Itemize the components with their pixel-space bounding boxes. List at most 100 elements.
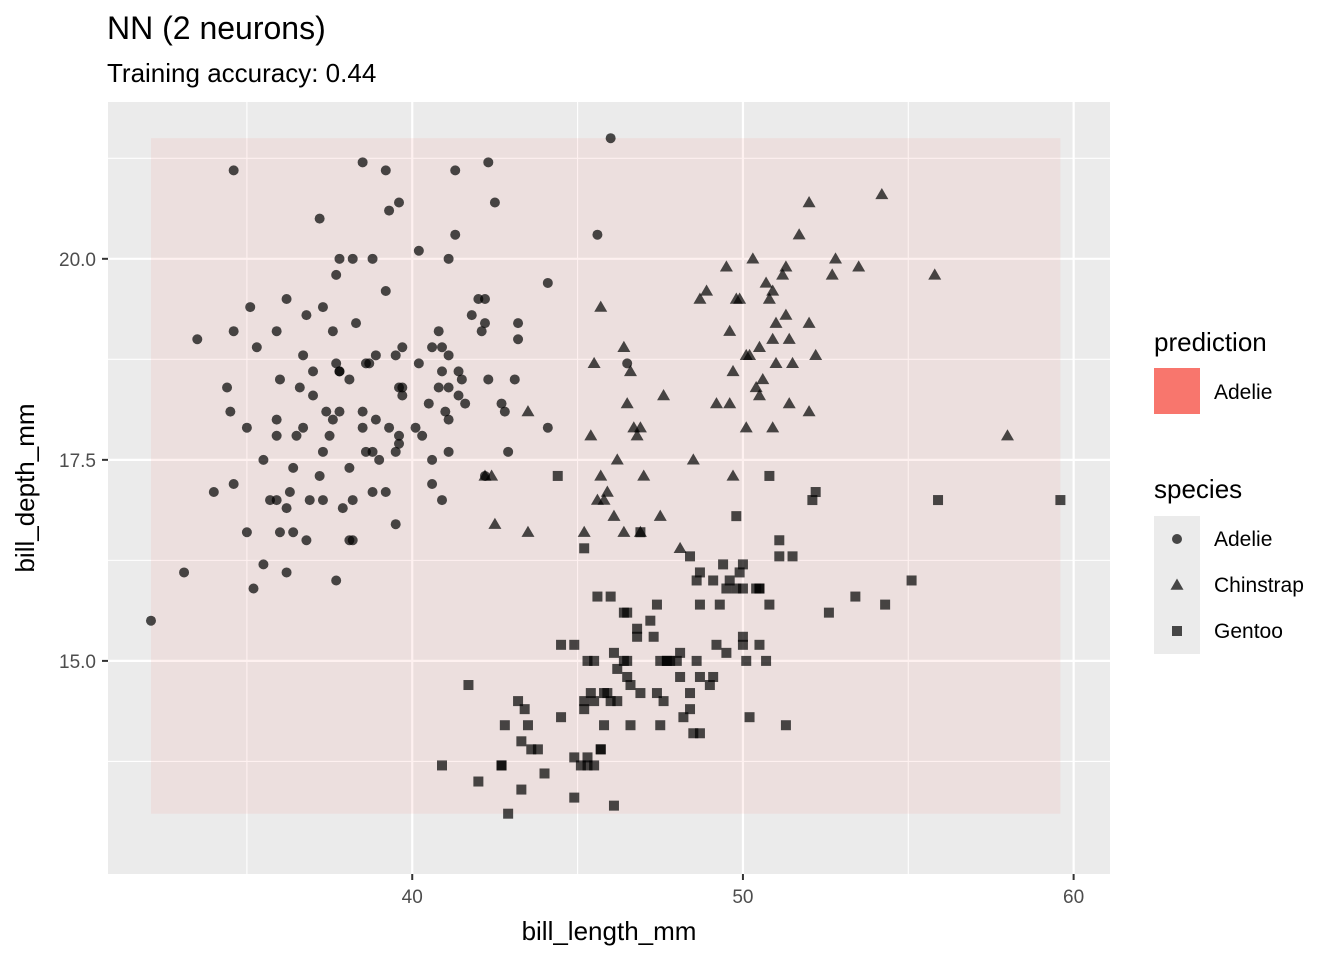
adelie-point [479,318,490,329]
gentoo-point [595,744,606,755]
gentoo-point [850,591,861,602]
gentoo-point [754,583,765,594]
chinstrap-point [769,316,783,328]
y-tick-label: 20.0 [59,250,96,271]
adelie-point [370,414,381,425]
gentoo-point [737,583,748,594]
legend-label-prediction: Adelie [1214,381,1272,404]
adelie-point [476,326,487,337]
adelie-point [433,326,444,337]
adelie-point [384,422,395,433]
gentoo-point [437,760,447,771]
chinstrap-point [723,324,737,336]
gentoo-point [823,607,834,618]
gentoo-point [582,760,593,771]
adelie-point [344,462,355,473]
gentoo-point [741,655,752,666]
adelie-point [222,382,233,393]
adelie-point [241,527,252,538]
chinstrap-point [759,276,773,288]
chinstrap-point [1000,429,1014,441]
adelie-point [308,390,319,401]
adelie-point [314,213,325,224]
prediction-region-adelie [150,138,1061,814]
chinstrap-point [739,421,753,433]
chinstrap-point [782,332,796,344]
chinstrap-point [587,356,601,369]
gentoo-point [807,495,818,506]
adelie-point [347,253,358,264]
adelie-point [327,326,338,337]
chinstrap-point [802,196,816,208]
adelie-point [513,334,524,345]
chinstrap-point [627,421,641,433]
chinstrap-point [726,469,740,481]
adelie-point [437,495,447,506]
legend-title-species: species [1154,474,1242,504]
gentoo-point [532,744,543,755]
adelie-point [443,253,454,264]
gentoo-point [569,792,580,803]
adelie-point [367,487,378,498]
gentoo-point [737,639,748,650]
gentoo-point [906,575,917,586]
adelie-point [367,253,378,264]
gentoo-point [764,470,775,481]
gentoo-point [612,696,623,707]
adelie-point [417,430,428,441]
adelie-point [443,382,454,393]
chinstrap-point [733,292,747,304]
adelie-point [228,478,239,489]
adelie-point [380,285,391,296]
adelie-point [390,446,401,457]
adelie-point [450,165,461,176]
adelie-point [301,535,312,546]
gentoo-point [661,655,672,666]
adelie-point [281,503,292,514]
gentoo-point [708,671,719,682]
gentoo-point [671,655,682,666]
adelie-point [179,567,190,578]
adelie-point [284,487,295,498]
gentoo-point [463,680,474,691]
adelie-point [291,430,302,441]
chinstrap-point [786,356,800,369]
gentoo-point [694,567,705,578]
chinstrap-point [928,268,942,280]
data-points [145,133,1066,819]
gentoo-point [499,720,510,731]
adelie-point [443,414,454,425]
gentoo-point [635,688,646,699]
gentoo-point [685,551,696,562]
gentoo-point [589,655,600,666]
adelie-point [347,495,358,506]
chinstrap-point [752,340,766,352]
adelie-point [443,446,454,457]
gentoo-point [556,712,567,723]
chinstrap-point [594,469,608,481]
chinstrap-point [825,268,839,280]
legend-key-gentoo [1172,626,1182,636]
chinstrap-point [610,453,624,465]
adelie-point [145,615,156,626]
x-tick-label: 40 [402,887,423,908]
chinstrap-point [792,228,806,240]
chinstrap-point [617,525,631,537]
gentoo-point [774,551,785,562]
gentoo-point [602,688,613,699]
adelie-point [394,438,405,449]
adelie-point [327,414,338,425]
adelie-point [466,310,477,321]
adelie-point [317,302,328,313]
gentoo-point [582,752,593,763]
adelie-point [390,519,401,530]
adelie-point [192,334,203,345]
gentoo-point [539,768,550,779]
gentoo-point [569,639,580,650]
gentoo-point [632,623,643,634]
adelie-point [308,366,319,377]
gentoo-point [522,720,533,731]
adelie-point [542,277,553,288]
adelie-point [380,487,391,498]
adelie-point [513,318,524,329]
